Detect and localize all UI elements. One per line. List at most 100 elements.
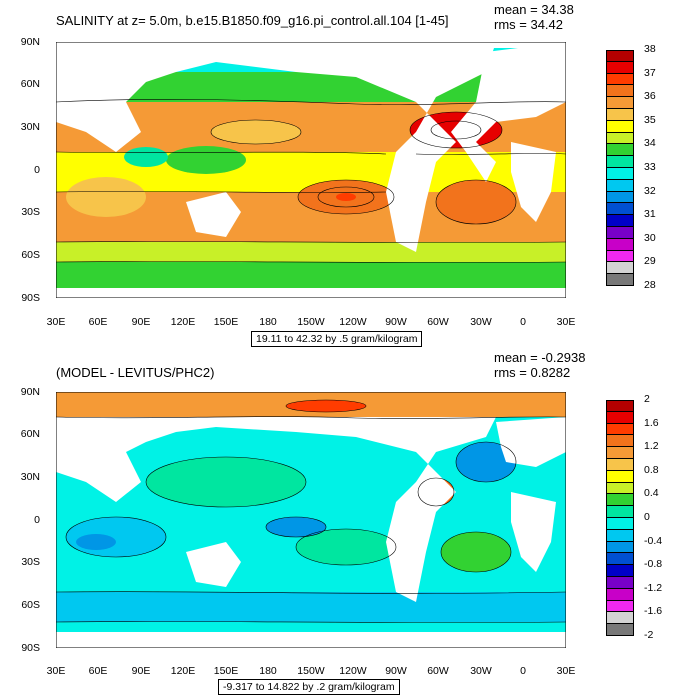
colorbar-segment [606,156,634,168]
lat-tick: 60S [21,599,40,611]
lon-tick: 60E [88,665,108,677]
colorbar-label: -0.4 [644,534,663,547]
lat-tick: 90S [21,642,40,654]
lon-tick: 150E [213,316,239,328]
colorbar-label: 38 [644,43,656,55]
colorbar-label: 37 [644,66,656,79]
colorbar-segment [606,215,634,227]
colorbar-segment [606,144,634,157]
colorbar-segment [606,250,634,263]
rms-value: rms = 34.42 [494,17,564,32]
colorbar-label: -1.6 [644,605,663,618]
lon-tick: 90E [131,665,151,677]
lon-tick: 120W [339,665,367,677]
colorbar-label: 1.2 [644,440,659,453]
colorbar-label: 0 [644,511,650,523]
mean-value: mean = 34.38 [494,2,574,17]
colorbar-label: 29 [644,255,656,268]
salinity-map [56,42,566,298]
lat-tick: 30S [21,556,40,568]
lat-tick: 30N [20,471,40,483]
colorbar-segment [606,576,634,589]
panel-title: (MODEL - LEVITUS/PHC2) [56,365,215,380]
lon-tick: 90W [385,665,407,677]
colorbar-label: 33 [644,161,656,173]
colorbar-label: 31 [644,208,656,221]
colorbar-segment [606,274,634,286]
colorbar-segment [606,612,634,625]
lon-tick: 0 [520,665,526,677]
lon-tick: 90E [131,316,151,328]
mean-value: mean = -0.2938 [494,350,586,365]
colorbar-label: -2 [644,629,654,641]
lon-tick: 30W [470,665,492,677]
lon-tick: 150W [297,665,325,677]
lat-tick: 60N [20,78,40,90]
lon-tick: 180 [259,316,277,328]
colorbar-segment [606,108,634,121]
colorbar-segment [606,97,634,109]
colorbar-segment [606,565,634,577]
difference-panel: (MODEL - LEVITUS/PHC2) mean = -0.2938 rm… [0,350,700,700]
colorbar-label: 32 [644,184,656,197]
lon-tick: 30E [46,665,66,677]
colorbar-segment [606,506,634,518]
colorbar-segment [606,61,634,74]
lat-tick: 0 [34,164,40,176]
lon-tick: 180 [259,665,277,677]
lon-tick: 30W [470,316,492,328]
colorbar-label: 0.8 [644,463,659,476]
colorbar-label: 0.4 [644,487,659,500]
colorbar-segment [606,494,634,507]
colorbar-label: -0.8 [644,558,663,571]
colorbar-segment [606,588,634,601]
colorbar-segment [606,541,634,554]
lon-tick: 0 [520,316,526,328]
colorbar-segment [606,238,634,251]
difference-map [56,392,566,648]
colorbar-segment [606,600,634,613]
colorbar-segment [606,529,634,542]
lat-tick: 90N [20,36,40,48]
lon-tick: 30E [556,316,576,328]
lon-tick: 60W [427,316,449,328]
colorbar-label: -1.2 [644,581,663,594]
lon-tick: 150W [297,316,325,328]
lat-tick: 0 [34,514,40,526]
colorbar-segment [606,191,634,204]
lon-tick: 30E [556,665,576,677]
colorbar [606,400,634,636]
lon-tick: 150E [213,665,239,677]
colorbar-segment [606,624,634,636]
colorbar-segment [606,470,634,483]
colorbar-segment [606,226,634,239]
colorbar-segment [606,400,634,412]
lon-tick: 60E [88,316,108,328]
colorbar-segment [606,203,634,216]
colorbar-segment [606,435,634,448]
colorbar-segment [606,411,634,424]
colorbar [606,50,634,286]
lon-tick: 120E [170,665,196,677]
lon-tick: 60W [427,665,449,677]
colorbar-segment [606,73,634,86]
colorbar-segment [606,423,634,436]
lon-tick: 120W [339,316,367,328]
lat-tick: 90N [20,386,40,398]
colorbar-segment [606,517,634,530]
colorbar-segment [606,179,634,192]
lon-tick: 30E [46,316,66,328]
lon-tick: 90W [385,316,407,328]
lat-tick: 60N [20,428,40,440]
colorbar-label: 1.6 [644,416,659,429]
colorbar-label: 28 [644,279,656,291]
rms-value: rms = 0.8282 [494,365,571,380]
lat-tick: 60S [21,249,40,261]
colorbar-label: 30 [644,231,656,244]
lat-tick: 30S [21,206,40,218]
contour-info: -9.317 to 14.822 by .2 gram/kilogram [218,679,400,695]
colorbar-label: 36 [644,90,656,103]
colorbar-segment [606,262,634,275]
lon-tick: 120E [170,316,196,328]
contour-info: 19.11 to 42.32 by .5 gram/kilogram [251,331,423,347]
